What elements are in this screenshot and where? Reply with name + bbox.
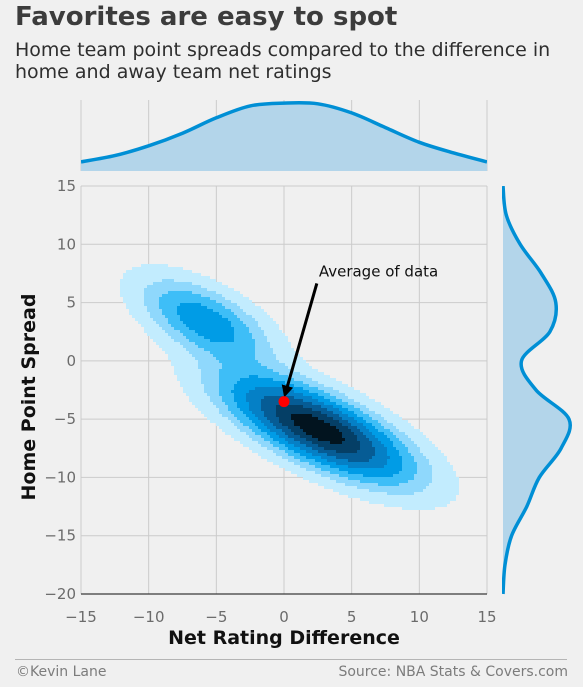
annotation-text: Average of data bbox=[319, 262, 438, 280]
right-marginal-kde bbox=[502, 186, 572, 595]
chart-title: Favorites are easy to spot bbox=[15, 2, 398, 32]
y-tick-label: 10 bbox=[57, 235, 76, 253]
footer-credit: ©Kevin Lane bbox=[16, 664, 107, 680]
top-kde-fill bbox=[81, 102, 487, 171]
x-tick-label: 5 bbox=[347, 608, 357, 626]
x-axis-label: Net Rating Difference bbox=[168, 627, 400, 649]
mean-point-marker bbox=[278, 396, 290, 408]
y-tick-label: −20 bbox=[44, 585, 76, 603]
x-tick-label: 0 bbox=[279, 608, 289, 626]
footer-divider bbox=[15, 659, 567, 660]
chart-subtitle: Home team point spreads compared to the … bbox=[15, 39, 551, 83]
joint-plot: −15 −10 −5 0 5 10 15 15 10 5 0 −5 −10 −15 −20 Net Rat… bbox=[18, 100, 572, 649]
y-tick-label: 0 bbox=[66, 352, 76, 370]
y-tick-labels: 15 10 5 0 −5 −10 −15 −20 bbox=[44, 177, 76, 603]
x-tick-label: 10 bbox=[410, 608, 429, 626]
y-axis-label: Home Point Spread bbox=[18, 294, 40, 501]
x-tick-label: −5 bbox=[205, 608, 227, 626]
top-kde-line bbox=[81, 100, 487, 164]
annotation-arrow bbox=[281, 283, 319, 398]
x-tick-labels: −15 −10 −5 0 5 10 15 bbox=[65, 608, 496, 626]
x-tick-label: 15 bbox=[477, 608, 496, 626]
top-marginal-kde bbox=[81, 100, 487, 171]
contour-level-8 bbox=[291, 414, 345, 444]
footer-source: Source: NBA Stats & Covers.com bbox=[338, 664, 568, 680]
kde-contours bbox=[120, 264, 459, 510]
y-tick-label: −5 bbox=[54, 410, 76, 428]
right-kde-fill bbox=[503, 186, 571, 594]
y-tick-label: 5 bbox=[66, 294, 76, 312]
y-tick-label: −10 bbox=[44, 468, 76, 486]
x-tick-label: −10 bbox=[133, 608, 165, 626]
right-kde-line bbox=[502, 186, 572, 595]
x-tick-label: −15 bbox=[65, 608, 97, 626]
y-tick-label: −15 bbox=[44, 527, 76, 545]
y-tick-label: 15 bbox=[57, 177, 76, 195]
